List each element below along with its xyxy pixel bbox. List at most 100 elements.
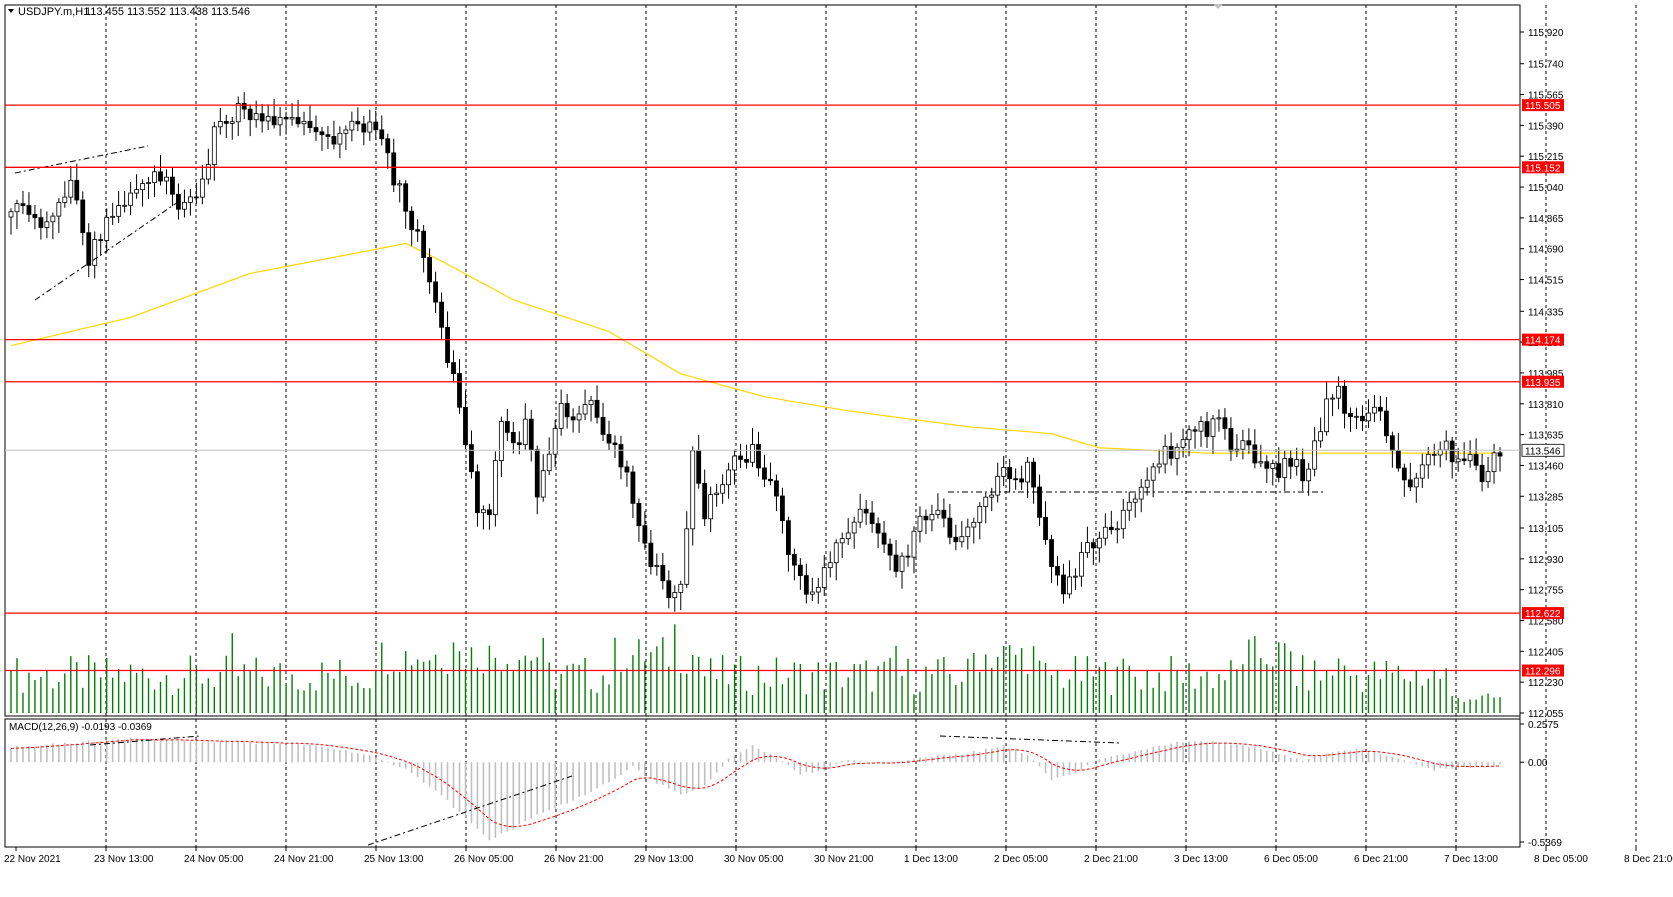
candle-body: [1031, 461, 1036, 488]
chart-shift-marker-icon[interactable]: [1213, 4, 1223, 9]
candle-body: [176, 193, 181, 210]
candle-body: [277, 116, 283, 126]
macd-signal-line: [10, 739, 1501, 828]
price-level-tag-label: 112.622: [1525, 609, 1561, 620]
candle-body: [193, 196, 199, 199]
candle-body: [923, 515, 929, 521]
candle-body: [726, 469, 731, 486]
candle-body: [385, 138, 391, 154]
price-axis-label: 115.565: [1528, 91, 1564, 102]
time-axis-label: 29 Nov 13:00: [634, 854, 694, 865]
candle-body: [301, 120, 307, 125]
candle-body: [217, 121, 223, 128]
candle-body: [1085, 542, 1090, 554]
price-axis-label: 114.335: [1528, 307, 1564, 318]
candle-body: [522, 418, 528, 445]
candle-body: [965, 526, 971, 538]
candle-body: [995, 476, 1001, 496]
candle-body: [851, 521, 857, 534]
candle-body: [56, 202, 62, 217]
candle-body: [433, 281, 438, 303]
candle-body: [534, 449, 540, 498]
candle-body: [899, 555, 905, 572]
price-axis-label: 115.920: [1528, 28, 1564, 39]
candle-body: [146, 182, 151, 184]
time-axis-label: 26 Nov 05:00: [454, 854, 514, 865]
candle-body: [445, 326, 450, 363]
main-panel-frame: [4, 4, 1521, 717]
candle-body: [684, 528, 690, 585]
candle-body: [325, 134, 331, 137]
candle-body: [1479, 464, 1485, 483]
price-level-tag: [1522, 161, 1564, 174]
candle-body: [1114, 528, 1120, 531]
candle-body: [229, 121, 235, 124]
time-axis-label: 30 Nov 05:00: [724, 854, 784, 865]
candle-body: [20, 203, 26, 206]
candle-body: [367, 121, 373, 133]
candle-body: [678, 583, 684, 593]
candle-body: [104, 216, 110, 241]
candle-body: [14, 203, 20, 213]
candle-body: [660, 565, 666, 582]
candle-body: [241, 103, 247, 110]
candle-body: [1150, 466, 1156, 481]
candle-body: [1276, 463, 1282, 478]
candle-body: [1043, 516, 1048, 541]
price-level-tag: [1522, 375, 1564, 388]
candle-body: [618, 444, 624, 468]
price-level-tag: [1522, 99, 1564, 112]
candle-body: [989, 494, 995, 498]
candle-body: [576, 413, 582, 421]
candle-body: [116, 205, 122, 217]
candle-body: [552, 427, 558, 455]
candle-body: [140, 183, 145, 191]
candle-body: [1431, 453, 1437, 456]
candle-body: [1192, 429, 1198, 432]
macd-axis-label: -0.5369: [1528, 838, 1562, 849]
candle-body: [516, 442, 522, 445]
candle-body: [1216, 417, 1222, 420]
candle-body: [1090, 542, 1096, 549]
macd-trendline: [939, 735, 1121, 744]
candle-body: [421, 230, 427, 258]
candle-body: [1102, 526, 1108, 539]
candle-body: [1096, 537, 1102, 549]
candle-body: [486, 509, 492, 516]
candle-body: [1467, 454, 1473, 462]
candle-body: [833, 542, 839, 564]
candle-body: [1491, 452, 1497, 473]
candle-body: [44, 221, 50, 228]
candle-body: [74, 179, 80, 201]
candle-body: [187, 196, 193, 203]
candle-body: [409, 210, 415, 231]
candle-body: [1025, 461, 1030, 483]
symbol-dropdown-icon[interactable]: [8, 9, 14, 13]
price-axis-label: 115.740: [1528, 60, 1564, 71]
candle-body: [1425, 453, 1431, 466]
candle-body: [469, 444, 474, 473]
candle-body: [1079, 552, 1084, 577]
price-level-tag: [1522, 607, 1564, 620]
candle-body: [211, 126, 217, 166]
current-price-tag: [1521, 443, 1565, 457]
candle-body: [283, 116, 289, 120]
trendline-lower: [34, 201, 179, 301]
candle-body: [720, 484, 726, 494]
candle-body: [971, 521, 977, 528]
candle-body: [504, 421, 510, 433]
price-level-tag-label: 112.296: [1525, 667, 1561, 678]
candle-body: [1389, 435, 1395, 452]
candle-body: [1485, 471, 1491, 483]
time-axis-label: 6 Dec 05:00: [1264, 854, 1318, 865]
candle-body: [762, 467, 767, 480]
candle-body: [917, 515, 923, 532]
candle-body: [1240, 440, 1246, 450]
candle-body: [654, 565, 660, 567]
candle-body: [158, 171, 163, 182]
candle-body: [1300, 459, 1306, 482]
price-axis-label: 112.930: [1528, 555, 1564, 566]
candle-body: [1198, 421, 1204, 432]
